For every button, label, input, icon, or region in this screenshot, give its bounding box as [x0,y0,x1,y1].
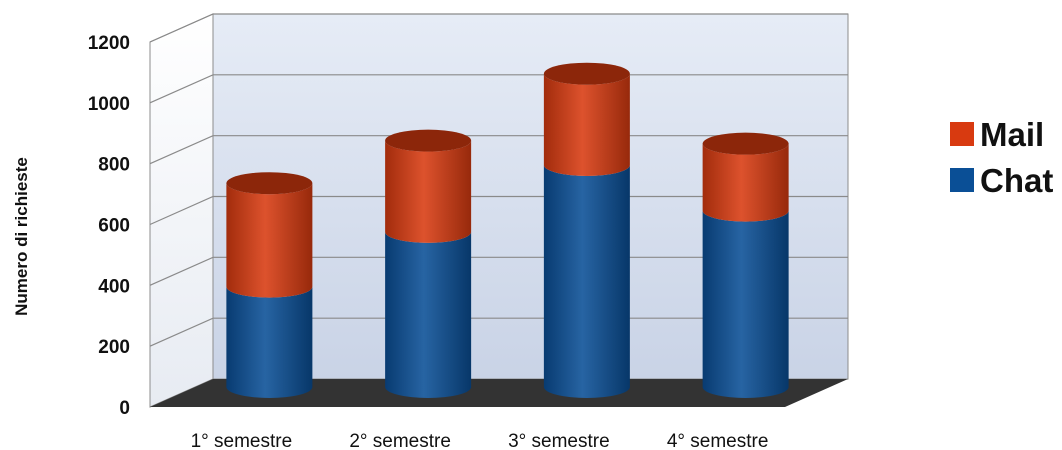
bars-group [226,62,789,399]
bar-mail-1 [226,183,313,298]
category-label: 1° semestre [191,431,293,450]
y-tick-label: 200 [98,337,130,358]
legend: Mail Chat [950,116,1053,199]
bar-chat-2 [385,231,472,399]
legend-swatch-chat [950,168,974,192]
bar-top-cap-4 [702,132,789,155]
gridline [149,195,848,226]
bar-top-cap-2 [385,129,472,152]
bar-mail-3 [543,73,630,176]
y-tick-label: 0 [119,398,130,419]
bar-chat-3 [543,164,630,399]
y-tick-label: 600 [98,216,130,237]
floor [150,379,848,407]
bar-mail-4 [702,143,789,222]
legend-swatch-mail [950,122,974,146]
category-label: 3° semestre [508,431,610,450]
y-axis-label: Numero di richieste [12,157,31,316]
bar-mail-2 [385,140,472,243]
gridline [149,135,848,165]
legend-label-chat: Chat [980,162,1053,199]
legend-label-mail: Mail [980,116,1044,153]
gridline [149,317,848,347]
gridline [149,256,848,286]
y-tick-label: 400 [98,276,130,297]
gridline [149,13,848,43]
bar-top-cap-1 [226,172,313,195]
axis-group: 1° semestre 2° semestre 3° semestre 4° seme… [12,33,768,450]
category-label: 4° semestre [667,431,769,450]
bar-top-cap-3 [543,62,630,85]
y-tick-label: 800 [98,155,130,176]
bar-chat-4 [702,210,789,399]
gridline [149,74,848,104]
y-tick-label: 1200 [88,33,130,54]
category-label: 2° semestre [349,431,451,450]
y-tick-label: 1000 [88,94,130,115]
bar-chat-1 [226,286,313,399]
